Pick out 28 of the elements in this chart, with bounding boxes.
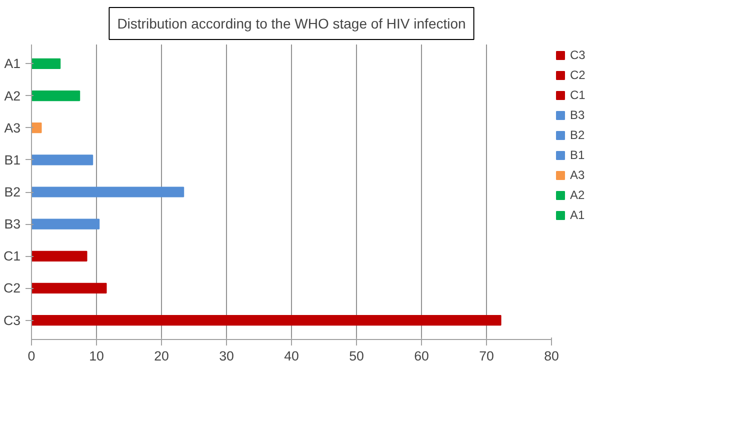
legend-label: C2	[570, 68, 586, 82]
x-tick-label: 30	[219, 348, 234, 364]
y-tick-label: B3	[4, 216, 21, 232]
x-tick-label: 0	[28, 348, 36, 364]
x-tick-label: 70	[479, 348, 494, 364]
legend-label: A2	[570, 188, 586, 202]
x-tick-label: 20	[154, 348, 169, 364]
y-tick-label: C2	[3, 280, 21, 296]
legend-label: C1	[570, 88, 586, 102]
y-tick-label: C3	[3, 312, 21, 328]
legend-label: B2	[570, 128, 586, 142]
y-tick-label: A2	[4, 88, 21, 104]
y-tick-label: A1	[4, 56, 21, 72]
legend-label: B1	[570, 148, 586, 162]
x-tick-label: 40	[284, 348, 299, 364]
legend-label: A3	[570, 168, 586, 182]
legend-label: A1	[570, 208, 586, 222]
legend-label: C3	[570, 48, 586, 62]
legend-label: B3	[570, 108, 586, 122]
x-tick-label: 10	[89, 348, 104, 364]
y-tick-label: B2	[4, 184, 21, 200]
y-tick-label: A3	[4, 120, 21, 136]
x-tick-label: 60	[414, 348, 429, 364]
x-tick-label: 50	[349, 348, 364, 364]
x-tick-label: 80	[544, 348, 559, 364]
y-tick-label: C1	[3, 248, 21, 264]
chart-title: Distribution according to the WHO stage of HIV infection	[117, 16, 466, 32]
y-tick-label: B1	[4, 152, 21, 168]
